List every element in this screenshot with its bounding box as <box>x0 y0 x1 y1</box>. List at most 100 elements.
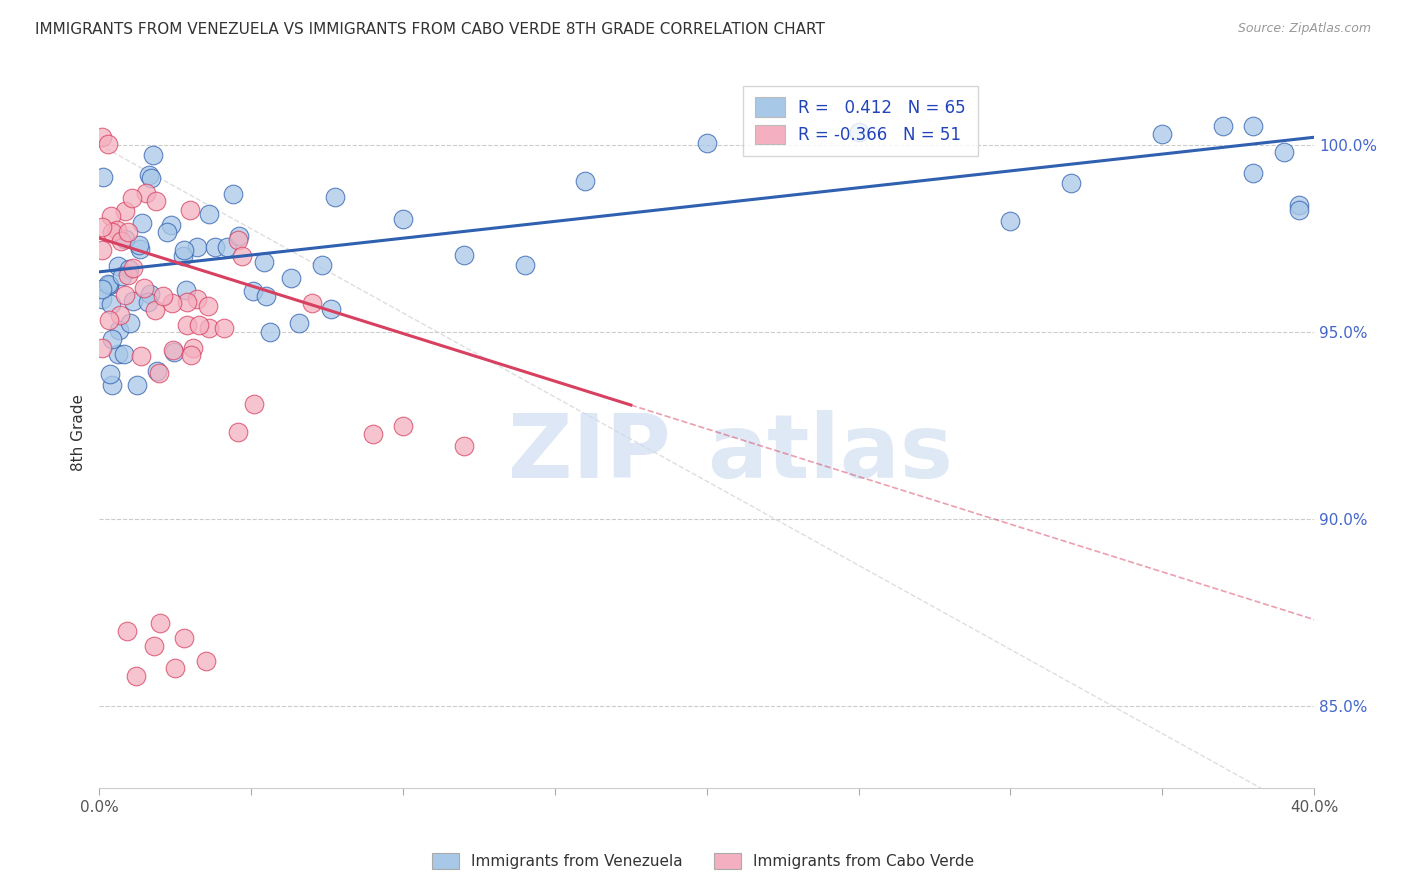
Point <box>91 130 114 145</box>
Point <box>176 295 198 310</box>
Point <box>110 234 132 248</box>
Point <box>121 190 143 204</box>
Point <box>513 258 536 272</box>
Point <box>186 239 208 253</box>
Point <box>1288 198 1310 212</box>
Point <box>280 271 302 285</box>
Point <box>138 168 160 182</box>
Point <box>101 377 124 392</box>
Point <box>145 194 167 209</box>
Point <box>141 171 163 186</box>
Point <box>128 238 150 252</box>
Point <box>319 302 342 317</box>
Point <box>165 661 187 675</box>
Point <box>228 228 250 243</box>
Point <box>176 318 198 332</box>
Point <box>145 364 167 378</box>
Point <box>183 342 205 356</box>
Point <box>143 303 166 318</box>
Point <box>1060 176 1083 190</box>
Point <box>111 269 134 284</box>
Point <box>107 259 129 273</box>
Point <box>152 289 174 303</box>
Point <box>125 668 148 682</box>
Point <box>114 232 136 246</box>
Point <box>179 203 201 218</box>
Point <box>100 209 122 223</box>
Point <box>228 233 250 247</box>
Point <box>242 397 264 411</box>
Point <box>1288 203 1310 218</box>
Point <box>188 318 211 332</box>
Point <box>115 624 138 638</box>
Text: IMMIGRANTS FROM VENEZUELA VS IMMIGRANTS FROM CABO VERDE 8TH GRADE CORRELATION CH: IMMIGRANTS FROM VENEZUELA VS IMMIGRANTS … <box>35 22 825 37</box>
Point <box>160 296 183 310</box>
Point <box>138 295 160 310</box>
Point <box>91 292 114 306</box>
Point <box>696 136 718 150</box>
Point <box>91 282 114 296</box>
Point <box>149 616 172 631</box>
Point <box>156 225 179 239</box>
Point <box>1241 166 1264 180</box>
Point <box>91 243 114 257</box>
Point <box>100 297 122 311</box>
Point <box>453 247 475 261</box>
Point <box>129 242 152 256</box>
Point <box>162 345 184 359</box>
Legend: R =   0.412   N = 65, R = -0.366   N = 51: R = 0.412 N = 65, R = -0.366 N = 51 <box>744 86 977 156</box>
Point <box>97 277 120 292</box>
Point <box>160 218 183 232</box>
Point <box>231 249 253 263</box>
Point <box>117 268 139 282</box>
Point <box>132 281 155 295</box>
Point <box>131 216 153 230</box>
Legend: Immigrants from Venezuela, Immigrants from Cabo Verde: Immigrants from Venezuela, Immigrants fr… <box>426 847 980 875</box>
Point <box>1212 119 1234 133</box>
Point <box>222 186 245 201</box>
Point <box>98 312 121 326</box>
Point <box>287 316 309 330</box>
Point <box>173 631 195 645</box>
Point <box>121 293 143 308</box>
Point <box>101 226 124 240</box>
Point <box>197 299 219 313</box>
Text: Source: ZipAtlas.com: Source: ZipAtlas.com <box>1237 22 1371 36</box>
Point <box>91 341 114 355</box>
Point <box>198 207 221 221</box>
Point <box>142 148 165 162</box>
Point <box>392 211 415 226</box>
Point <box>1000 214 1022 228</box>
Point <box>100 332 122 346</box>
Point <box>91 220 114 235</box>
Point <box>301 296 323 310</box>
Point <box>217 240 239 254</box>
Point <box>194 654 217 668</box>
Point <box>173 243 195 257</box>
Point <box>162 343 184 358</box>
Point <box>135 186 157 201</box>
Point <box>97 136 120 151</box>
Point <box>107 347 129 361</box>
Point <box>108 323 131 337</box>
Point <box>100 367 122 381</box>
Point <box>361 427 384 442</box>
Point <box>129 349 152 363</box>
Point <box>110 309 132 323</box>
Point <box>323 189 346 203</box>
Point <box>453 440 475 454</box>
Point <box>204 240 226 254</box>
Point <box>1152 128 1174 142</box>
Point <box>214 321 236 335</box>
Point <box>848 125 870 139</box>
Point <box>1272 145 1295 159</box>
Y-axis label: 8th Grade: 8th Grade <box>72 394 86 471</box>
Point <box>392 419 415 434</box>
Point <box>186 292 208 306</box>
Point <box>138 287 160 301</box>
Point <box>254 289 277 303</box>
Point <box>253 255 276 269</box>
Point <box>112 347 135 361</box>
Point <box>114 287 136 301</box>
Point <box>173 249 195 263</box>
